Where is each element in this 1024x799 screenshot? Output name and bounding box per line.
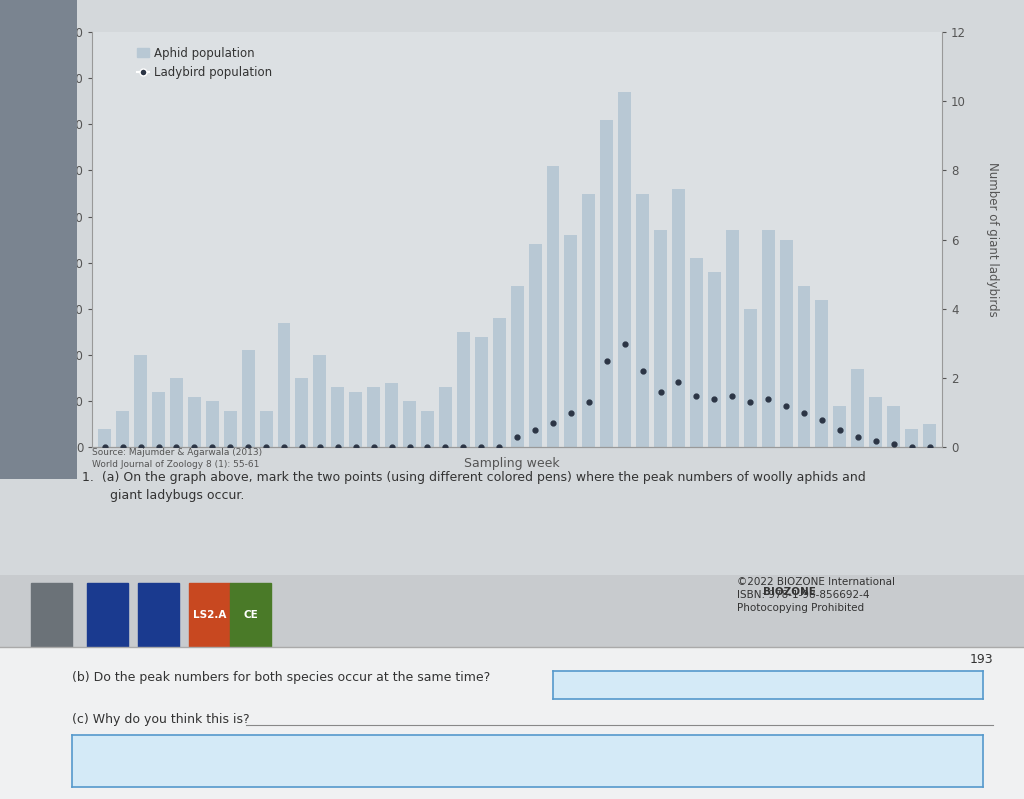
Text: CE: CE (244, 610, 258, 620)
Bar (332, 388, 344, 447)
Text: ©2022 BIOZONE International
ISBN: 978-1-98-856692-4
Photocopying Prohibited: ©2022 BIOZONE International ISBN: 978-1-… (737, 577, 895, 614)
Bar (87, 583, 128, 647)
Bar (385, 383, 398, 447)
Bar (368, 388, 380, 447)
Bar (815, 300, 828, 447)
Y-axis label: Number of giant ladybirds: Number of giant ladybirds (985, 162, 998, 317)
Bar (690, 258, 702, 447)
Text: 193: 193 (970, 653, 993, 666)
Text: 1.  (a) On the graph above, mark the two points (using different colored pens) w: 1. (a) On the graph above, mark the two … (82, 471, 865, 503)
Bar (242, 351, 255, 447)
Bar (636, 193, 649, 447)
Text: LS2.A: LS2.A (194, 610, 226, 620)
Bar (260, 411, 272, 447)
Bar (600, 120, 613, 447)
Bar (313, 355, 327, 447)
Bar (224, 411, 237, 447)
Bar (493, 318, 506, 447)
Bar (116, 411, 129, 447)
Bar (511, 286, 523, 447)
Bar (206, 401, 219, 447)
Text: Sampling week: Sampling week (464, 457, 560, 471)
Bar (869, 396, 883, 447)
Bar (31, 583, 72, 647)
Bar (887, 406, 900, 447)
Bar (439, 388, 452, 447)
Bar (403, 401, 416, 447)
Text: Source: Majumder & Agarwala (2013)
World Journal of Zoology 8 (1): 55-61: Source: Majumder & Agarwala (2013) World… (92, 448, 262, 470)
Bar (779, 240, 793, 447)
Bar (834, 406, 846, 447)
Bar (726, 230, 738, 447)
Text: (b) Do the peak numbers for both species occur at the same time?: (b) Do the peak numbers for both species… (72, 670, 489, 684)
Bar (547, 166, 559, 447)
Bar (475, 336, 487, 447)
Bar (170, 378, 183, 447)
Bar (189, 583, 230, 647)
Bar (134, 355, 147, 447)
Bar (851, 369, 864, 447)
Bar (923, 424, 936, 447)
Bar (296, 378, 308, 447)
Bar (743, 309, 757, 447)
Text: BIOZONE: BIOZONE (763, 587, 816, 598)
Bar (278, 323, 291, 447)
Bar (583, 193, 595, 447)
Bar (798, 286, 810, 447)
Bar (188, 396, 201, 447)
Bar (138, 583, 179, 647)
Bar (421, 411, 434, 447)
Bar (98, 429, 112, 447)
Bar (457, 332, 470, 447)
Text: (c) Why do you think this is?: (c) Why do you think this is? (72, 713, 249, 726)
Bar (564, 235, 578, 447)
Bar (905, 429, 919, 447)
Bar (230, 583, 271, 647)
Bar (708, 272, 721, 447)
Y-axis label: Number of aphids: Number of aphids (50, 187, 62, 292)
Bar (672, 189, 685, 447)
Legend: Aphid population, Ladybird population: Aphid population, Ladybird population (132, 42, 278, 83)
Bar (618, 92, 631, 447)
Bar (762, 230, 774, 447)
Bar (654, 230, 667, 447)
Bar (349, 392, 362, 447)
Bar (152, 392, 165, 447)
Bar (528, 244, 542, 447)
